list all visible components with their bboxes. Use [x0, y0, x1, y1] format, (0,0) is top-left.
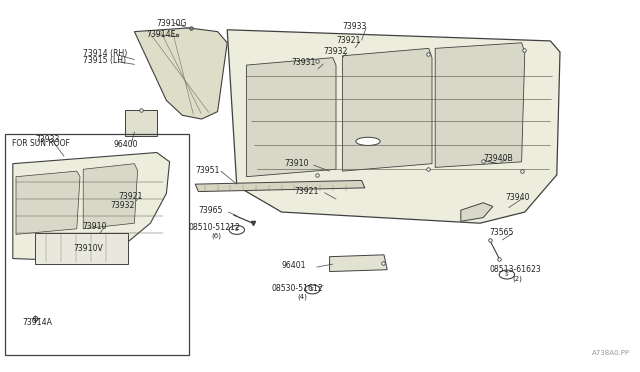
Bar	[5, 134, 189, 355]
Polygon shape	[195, 180, 365, 192]
Text: 96400: 96400	[114, 140, 138, 149]
Text: 73932: 73932	[110, 201, 134, 210]
Polygon shape	[134, 28, 227, 119]
Circle shape	[499, 270, 515, 279]
Text: 08510-51212: 08510-51212	[189, 223, 241, 232]
Text: 73965: 73965	[198, 206, 223, 215]
Text: S: S	[505, 272, 509, 277]
Text: A738A0.PP: A738A0.PP	[593, 350, 630, 356]
Bar	[35, 232, 128, 264]
Text: (6): (6)	[211, 233, 221, 240]
Polygon shape	[16, 171, 80, 234]
Text: 73932: 73932	[323, 47, 348, 56]
Polygon shape	[246, 58, 336, 177]
Text: S: S	[310, 287, 314, 292]
Text: 73940: 73940	[506, 193, 530, 202]
Text: S: S	[235, 227, 239, 232]
Text: 08530-51612: 08530-51612	[272, 284, 324, 293]
Text: 73565: 73565	[490, 228, 514, 237]
Text: 73910G: 73910G	[157, 19, 187, 28]
Text: 73910V: 73910V	[74, 244, 103, 253]
Text: 73910: 73910	[285, 159, 309, 168]
Text: 73914E: 73914E	[146, 30, 175, 39]
Ellipse shape	[356, 137, 380, 145]
Polygon shape	[13, 153, 170, 260]
Text: 73914A: 73914A	[22, 318, 52, 327]
Polygon shape	[461, 203, 493, 221]
Text: 73910: 73910	[82, 222, 106, 231]
Polygon shape	[83, 164, 138, 229]
Text: 73921: 73921	[336, 36, 360, 45]
Text: 73951: 73951	[195, 166, 220, 175]
Polygon shape	[435, 43, 525, 167]
Text: (2): (2)	[512, 275, 522, 282]
Circle shape	[305, 285, 320, 294]
Text: 73933: 73933	[342, 22, 367, 31]
Text: 73921: 73921	[294, 187, 319, 196]
Text: 73931: 73931	[291, 58, 316, 67]
Polygon shape	[342, 48, 432, 171]
Text: 73915 (LH): 73915 (LH)	[83, 56, 126, 65]
Text: 08513-61623: 08513-61623	[490, 265, 541, 274]
Polygon shape	[330, 255, 387, 272]
Text: 73933: 73933	[35, 135, 60, 144]
Text: 73921: 73921	[118, 192, 143, 201]
Polygon shape	[227, 30, 560, 223]
Circle shape	[229, 225, 244, 234]
Text: FOR SUN ROOF: FOR SUN ROOF	[12, 139, 69, 148]
Text: 73940B: 73940B	[483, 154, 513, 163]
Text: 96401: 96401	[282, 262, 306, 270]
Polygon shape	[125, 110, 157, 136]
Text: 73914 (RH): 73914 (RH)	[83, 49, 127, 58]
Text: (4): (4)	[298, 294, 307, 300]
